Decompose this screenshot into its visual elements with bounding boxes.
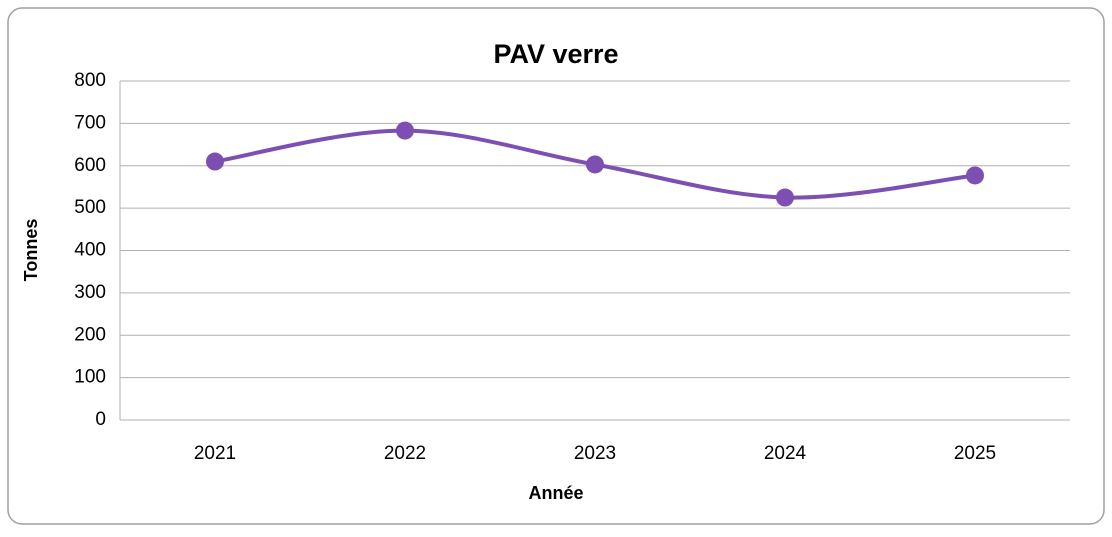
marker	[206, 152, 224, 171]
y-tick-label: 300	[74, 282, 106, 303]
marker	[586, 155, 604, 174]
y-tick-label: 800	[74, 70, 106, 91]
marker	[396, 121, 414, 140]
x-axis-label: Année	[528, 483, 583, 503]
y-tick-label: 700	[74, 112, 106, 133]
x-tick-label: 2022	[384, 443, 426, 464]
y-tick-label: 400	[74, 240, 106, 261]
y-tick-label: 600	[74, 155, 106, 176]
y-tick-label: 200	[74, 324, 106, 345]
x-tick-label: 2024	[764, 443, 807, 464]
x-tick-label: 2023	[574, 443, 616, 464]
y-tick-label: 500	[74, 197, 106, 218]
chart-frame	[7, 7, 1105, 525]
chart-title: PAV verre	[493, 39, 618, 69]
y-tick-label: 0	[95, 409, 106, 430]
x-tick-label: 2025	[954, 443, 996, 464]
x-tick-label: 2021	[194, 443, 236, 464]
marker	[776, 188, 794, 207]
marker	[966, 166, 984, 185]
y-tick-label: 100	[74, 367, 106, 388]
y-axis-label: Tonnes	[21, 219, 41, 282]
